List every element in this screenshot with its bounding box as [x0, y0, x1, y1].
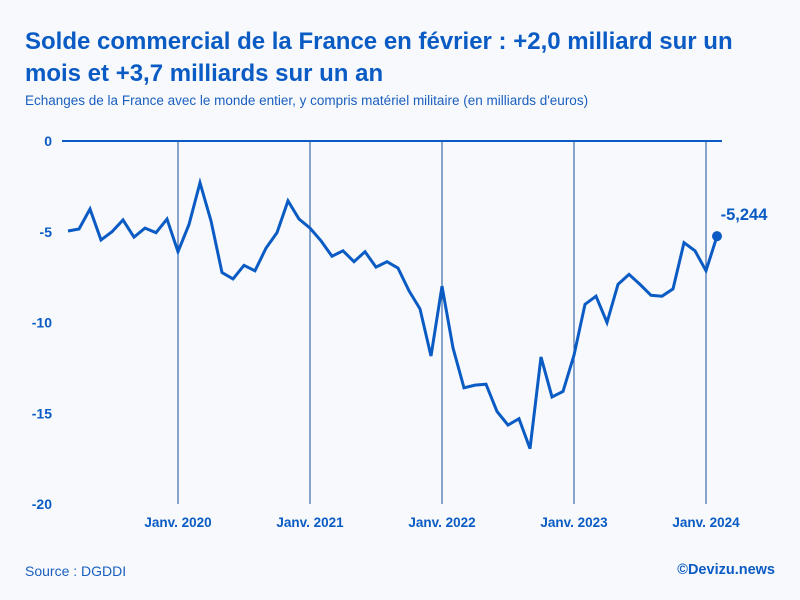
- x-tick-label: Janv. 2024: [672, 515, 740, 530]
- chart-title: Solde commercial de la France en février…: [25, 28, 733, 87]
- chart-subtitle: Echanges de la France avec le monde enti…: [25, 93, 589, 108]
- source-label: Source : DGDDI: [25, 563, 127, 579]
- x-tick-label: Janv. 2023: [540, 515, 608, 530]
- brand-logo[interactable]: ©Devizu.news: [677, 562, 775, 578]
- x-tick-label: Janv. 2021: [276, 515, 344, 530]
- last-value-label: -5,244: [721, 206, 769, 224]
- y-tick-label: -15: [32, 405, 52, 421]
- y-tick-label: -20: [32, 496, 52, 512]
- data-point: [712, 231, 722, 242]
- y-tick-label: 0: [44, 133, 52, 149]
- y-tick-label: -10: [32, 315, 52, 331]
- series-line: [67, 177, 719, 450]
- y-tick-label: -5: [40, 224, 53, 240]
- x-tick-label: Janv. 2022: [408, 515, 475, 530]
- x-tick-label: Janv. 2020: [144, 515, 211, 530]
